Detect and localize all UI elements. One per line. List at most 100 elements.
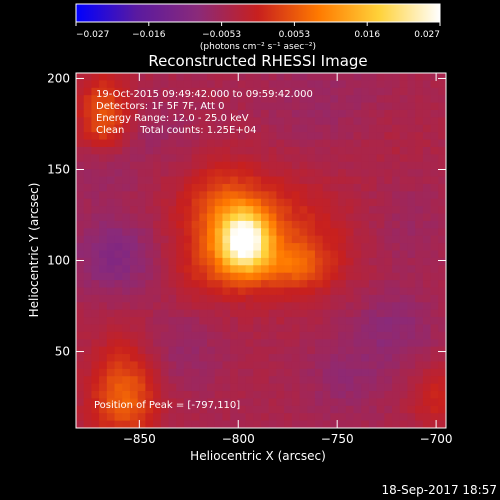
heatmap-cell (183, 413, 193, 422)
heatmap-cell (261, 161, 270, 170)
heatmap-cell (345, 243, 355, 252)
heatmap-cell (106, 420, 116, 428)
heatmap-cell (160, 302, 170, 311)
heatmap-cell (384, 265, 393, 274)
heatmap-cell (253, 228, 262, 237)
heatmap-cell (353, 191, 362, 200)
heatmap-cell (361, 206, 370, 215)
heatmap-cell (384, 405, 393, 414)
heatmap-cell (307, 154, 316, 163)
heatmap-cell (376, 235, 385, 244)
heatmap-cell (76, 250, 85, 259)
heatmap-cell (415, 405, 424, 414)
heatmap-cell (114, 383, 123, 392)
heatmap-cell (191, 206, 200, 215)
heatmap-cell (145, 161, 154, 170)
heatmap-cell (368, 124, 378, 133)
heatmap-cell (168, 87, 177, 96)
heatmap-cell (276, 339, 285, 348)
heatmap-cell (430, 102, 439, 111)
heatmap-cell (160, 294, 170, 303)
heatmap-cell (76, 280, 85, 289)
heatmap-cell (214, 368, 224, 377)
heatmap-cell (83, 169, 93, 178)
heatmap-cell (183, 294, 193, 303)
heatmap-cell (137, 294, 146, 303)
heatmap-cell (122, 95, 131, 104)
heatmap-cell (222, 73, 231, 81)
heatmap-cell (345, 132, 355, 141)
heatmap-cell (83, 257, 93, 266)
heatmap-cell (122, 154, 131, 163)
heatmap-cell (253, 354, 262, 363)
heatmap-cell (253, 154, 262, 163)
heatmap-cell (399, 420, 409, 428)
heatmap-cell (392, 117, 401, 126)
colorbar-ticks: −0.027 −0.016 −0.0053 0.0053 0.016 0.027 (75, 22, 441, 40)
heatmap-cell (160, 146, 170, 155)
heatmap-cell (291, 294, 301, 303)
heatmap-cell (145, 420, 154, 428)
heatmap-cell (137, 124, 146, 133)
heatmap-cell (284, 80, 293, 89)
heatmap-cell (284, 183, 293, 192)
heatmap-cell (261, 73, 270, 81)
heatmap-cell (145, 132, 154, 141)
heatmap-cell (384, 80, 393, 89)
heatmap-cell (129, 198, 139, 207)
heatmap-cell (422, 294, 432, 303)
heatmap-cell (253, 339, 262, 348)
heatmap-cell (353, 257, 362, 266)
heatmap-cell (384, 398, 393, 407)
heatmap-cell (253, 324, 262, 333)
heatmap-cell (407, 102, 416, 111)
heatmap-cell (338, 361, 347, 370)
heatmap-cell (230, 132, 239, 141)
heatmap-cell (384, 146, 393, 155)
heatmap-cell (314, 383, 324, 392)
heatmap-cell (392, 376, 401, 385)
heatmap-cell (392, 391, 401, 400)
heatmap-cell (330, 198, 339, 207)
heatmap-cell (268, 383, 278, 392)
heatmap-cell (83, 391, 93, 400)
heatmap-cell (314, 420, 324, 428)
heatmap-cell (353, 95, 362, 104)
heatmap-cell (160, 117, 170, 126)
heatmap-cell (338, 228, 347, 237)
heatmap-cell (176, 117, 185, 126)
heatmap-cell (83, 102, 93, 111)
heatmap-cell (345, 176, 355, 185)
heatmap-cell (230, 354, 239, 363)
heatmap-cell (399, 309, 409, 318)
heatmap-cell (384, 272, 393, 281)
heatmap-cell (430, 206, 439, 215)
heatmap-cell (345, 102, 355, 111)
heatmap-cell (245, 265, 254, 274)
heatmap-cell (76, 109, 85, 118)
heatmap-cell (368, 398, 378, 407)
heatmap-cell (330, 272, 339, 281)
heatmap-cell (114, 391, 123, 400)
heatmap-cell (284, 339, 293, 348)
heatmap-cell (307, 102, 316, 111)
heatmap-cell (137, 368, 146, 377)
heatmap-cell (376, 257, 385, 266)
heatmap-cell (214, 102, 224, 111)
heatmap-cell (361, 317, 370, 326)
heatmap-cell (353, 361, 362, 370)
heatmap-cell (183, 405, 193, 414)
heatmap-cell (145, 272, 154, 281)
heatmap-cell (361, 161, 370, 170)
heatmap-cell (168, 124, 177, 133)
heatmap-cell (407, 368, 416, 377)
heatmap-cell (176, 243, 185, 252)
heatmap-cell (276, 294, 285, 303)
heatmap-cell (345, 198, 355, 207)
heatmap-cell (106, 124, 116, 133)
heatmap-cell (415, 413, 424, 422)
heatmap-cell (261, 95, 270, 104)
heatmap-cell (268, 235, 278, 244)
heatmap-cell (183, 235, 193, 244)
heatmap-cell (253, 220, 262, 229)
